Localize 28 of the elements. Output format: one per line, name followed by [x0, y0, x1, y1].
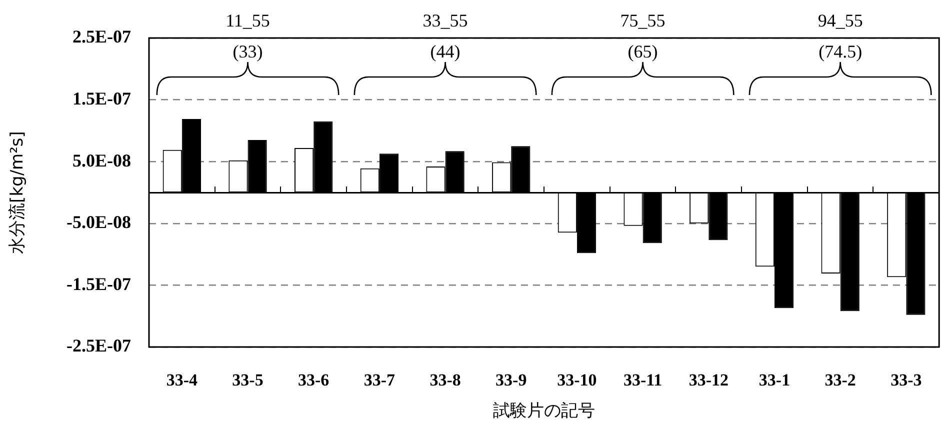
y-tick-label: 2.5E-07	[72, 26, 131, 47]
x-tick-label: 33-4	[166, 370, 198, 390]
annotation: (74.5)	[818, 42, 862, 62]
y-tick-label: -5.0E-08	[66, 212, 131, 232]
x-tick-label: 33-7	[364, 370, 396, 390]
x-tick-label: 33-8	[430, 370, 461, 390]
x-tick-label: 33-2	[824, 370, 856, 390]
x-tick-label: 33-3	[890, 370, 922, 390]
y-tick-label: 5.0E-08	[72, 150, 131, 170]
x-tick-label: 33-12	[688, 370, 728, 390]
x-tick-label: 33-1	[758, 370, 790, 390]
text: 33_55	[422, 10, 468, 31]
x-tick-label: 33-5	[232, 370, 264, 390]
x-tick-label: 33-9	[496, 370, 527, 390]
x-axis-title: 試験片の記号	[493, 401, 596, 422]
text: 75_55	[620, 10, 666, 31]
text: 11_55	[226, 10, 270, 31]
text: 94_55	[818, 10, 863, 31]
annotation: (65)	[628, 42, 658, 62]
annotation: (44)	[430, 42, 460, 62]
y-tick-label: 1.5E-07	[72, 88, 131, 108]
x-tick-label: 33-10	[557, 370, 597, 390]
x-tick-label: 33-6	[298, 370, 330, 390]
y-tick-label: -1.5E-07	[66, 274, 131, 294]
x-tick-label: 33-11	[623, 370, 662, 390]
y-axis-title: 水分流[kg/m²s]	[8, 131, 28, 254]
annotation: (33)	[232, 42, 263, 62]
y-tick-label: -2.5E-07	[66, 336, 131, 356]
